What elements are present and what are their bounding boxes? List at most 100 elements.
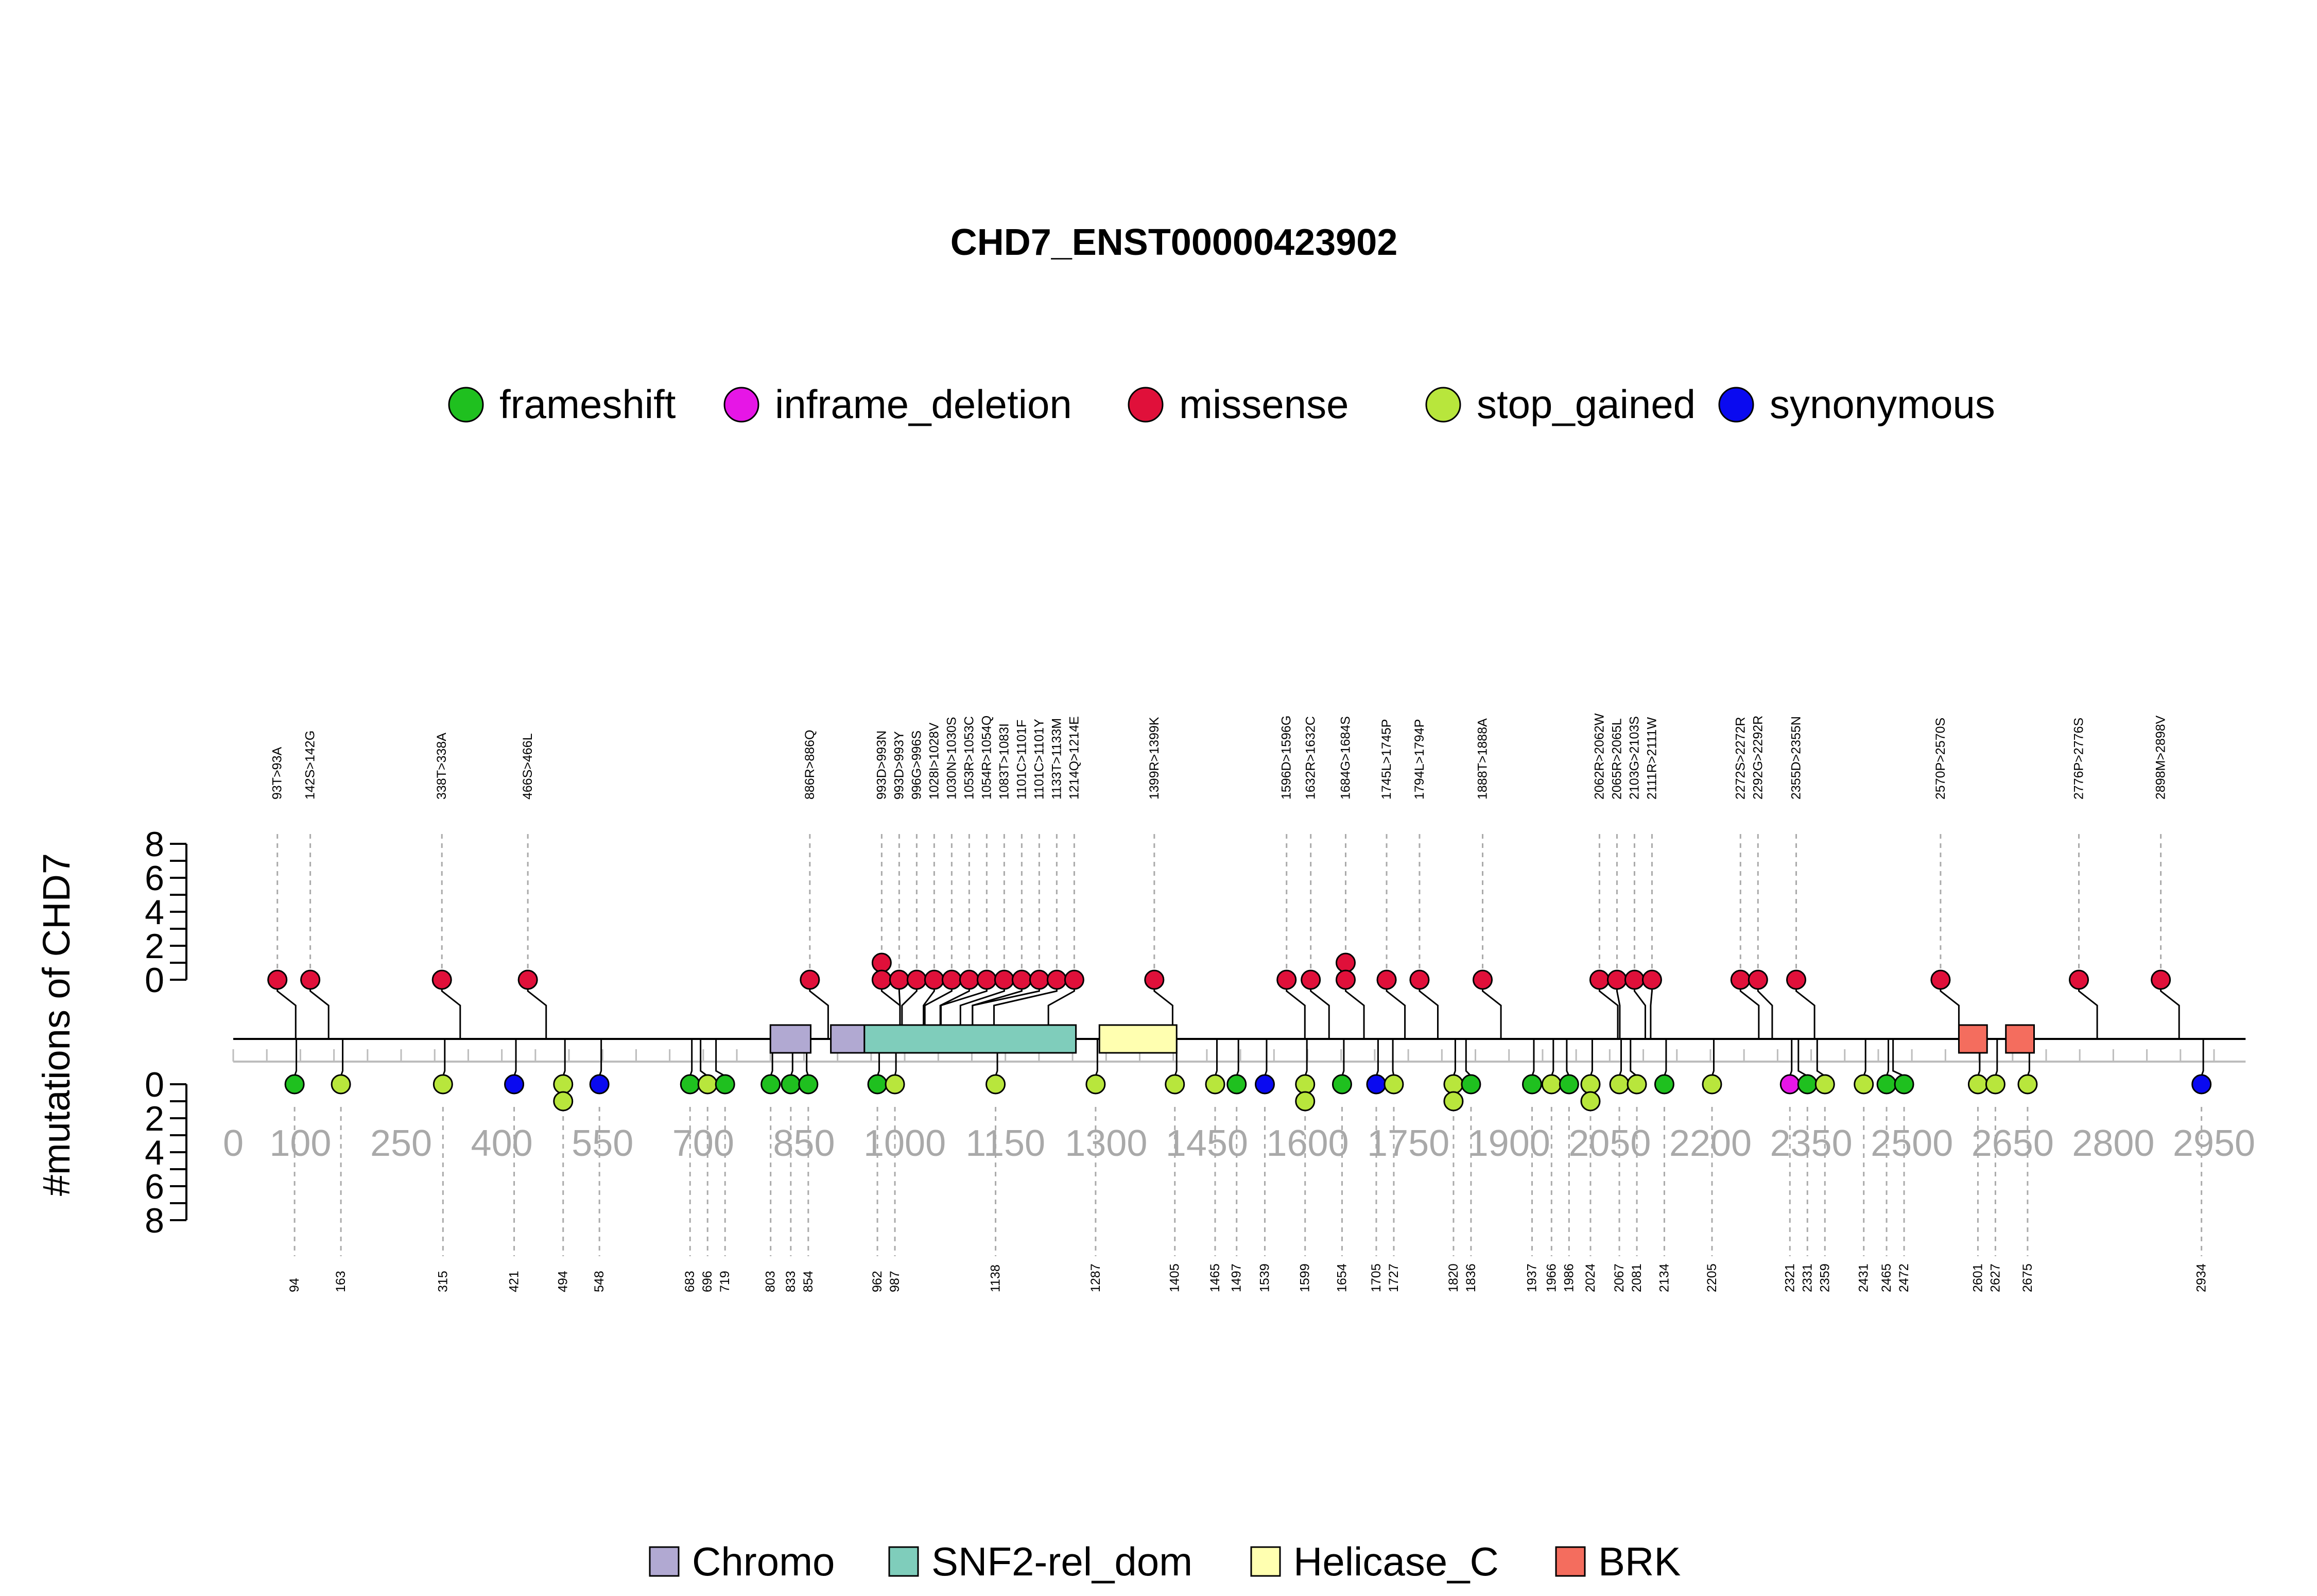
lollipop-stems <box>276 980 2204 1084</box>
position-label: 683 <box>683 1271 697 1292</box>
x-tick-label: 2800 <box>2072 1123 2154 1164</box>
mutation-point-frameshift <box>760 1074 781 1095</box>
mutation-points <box>267 952 2212 1112</box>
mutation-label: 1684G>1684S <box>1338 716 1353 800</box>
mutation-label: 1888T>1888A <box>1476 718 1490 800</box>
mutation-point-stop_gained <box>1967 1074 1988 1095</box>
x-tick-label: 100 <box>269 1123 331 1164</box>
domain-Chromo <box>830 1024 866 1054</box>
y-axis-bottom-tick-label: 6 <box>145 1167 164 1206</box>
mutation-point-frameshift <box>1797 1074 1818 1095</box>
mutation-point-missense <box>1276 969 1297 990</box>
mutation-point-stop_gained <box>2017 1074 2038 1095</box>
mutation-label: 2898M>2898V <box>2154 715 2168 800</box>
mutation-label: 142S>142G <box>303 731 318 800</box>
x-tick-label: 850 <box>773 1123 835 1164</box>
mutation-point-missense <box>431 969 452 990</box>
position-label: 94 <box>287 1278 302 1292</box>
position-label: 2067 <box>1612 1263 1627 1292</box>
mutation-label: 2272S>2272R <box>1733 717 1748 800</box>
mutation-point-missense <box>871 952 892 973</box>
mutation-label: 2103G>2103S <box>1627 716 1641 800</box>
domain-BRK <box>2005 1024 2035 1054</box>
position-label: 1937 <box>1525 1263 1540 1292</box>
mutation-point-stop_gained <box>1165 1074 1185 1095</box>
mutation-label: 1133T>1133M <box>1049 718 1064 800</box>
position-label: 1497 <box>1230 1263 1244 1292</box>
mutation-point-missense <box>800 969 820 990</box>
position-label: 2134 <box>1657 1263 1671 1292</box>
mutation-point-stop_gained <box>885 1074 905 1095</box>
mutation-point-frameshift <box>798 1074 819 1095</box>
legend-label-synonymous: synonymous <box>1770 381 1995 427</box>
mutation-point-missense <box>1786 969 1807 990</box>
mutation-label: 1083T>1083I <box>997 723 1011 800</box>
position-label: 2359 <box>1818 1263 1832 1292</box>
x-tick-label: 1300 <box>1065 1123 1147 1164</box>
mutation-label: 466S>466L <box>521 733 535 800</box>
mutation-point-missense <box>1606 969 1627 990</box>
mutation-point-stop_gained <box>697 1074 718 1095</box>
y-axis-top-tick-label: 0 <box>145 961 164 1000</box>
mutation-point-stop_gained <box>1580 1091 1601 1112</box>
position-label: 1599 <box>1298 1263 1312 1292</box>
mutation-point-missense <box>1144 969 1165 990</box>
y-axis-label: #mutations of CHD7 <box>35 853 78 1196</box>
y-axis-top-tick-label: 8 <box>145 825 164 864</box>
mutation-point-missense <box>1589 969 1610 990</box>
mutation-point-synonymous <box>1366 1074 1387 1095</box>
mutation-point-stop_gained <box>1609 1074 1630 1095</box>
mutation-point-missense <box>267 969 288 990</box>
position-label: 2465 <box>1879 1263 1894 1292</box>
mutation-point-frameshift <box>1461 1074 1481 1095</box>
y-axis-bottom-tick-label: 0 <box>145 1065 164 1104</box>
x-tick-label: 1450 <box>1166 1123 1248 1164</box>
legend-dot-inframe_deletion <box>723 387 759 423</box>
domain-SNF2-rel_dom <box>863 1024 1077 1054</box>
mutation-point-missense <box>2069 969 2089 990</box>
mutation-point-missense <box>871 969 892 990</box>
mutation-point-stop_gained <box>1627 1074 1647 1095</box>
x-tick-label: 2350 <box>1770 1123 1852 1164</box>
position-label: 1405 <box>1168 1263 1182 1292</box>
domain-legend-label-Chromo: Chromo <box>692 1539 835 1584</box>
position-label: 2321 <box>1783 1263 1797 1292</box>
mutation-point-missense <box>1641 969 1662 990</box>
x-tick-label: 400 <box>471 1123 533 1164</box>
position-label: 2934 <box>2194 1263 2209 1292</box>
legend-label-frameshift: frameshift <box>499 381 676 427</box>
mutation-point-stop_gained <box>553 1091 574 1112</box>
mutation-label: 1101C>1101Y <box>1032 719 1046 800</box>
position-label: 833 <box>784 1271 798 1292</box>
position-label: 803 <box>764 1271 778 1292</box>
position-label: 1705 <box>1369 1263 1384 1292</box>
x-tick-label: 1150 <box>965 1123 1045 1164</box>
mutation-point-stop_gained <box>1295 1091 1316 1112</box>
mutation-label: 1596D>1596G <box>1279 716 1294 800</box>
mutation-point-missense <box>941 969 962 990</box>
domain-legend-swatch-SNF2-rel_dom <box>888 1546 919 1577</box>
mutation-point-stop_gained <box>553 1074 574 1095</box>
mutation-label: 2776P>2776S <box>2072 718 2086 800</box>
mutation-point-synonymous <box>589 1074 610 1095</box>
domain-legend-swatch-Chromo <box>649 1546 680 1577</box>
mutation-label: 993D>993N <box>874 731 889 800</box>
mutation-point-frameshift <box>284 1074 305 1095</box>
mutation-label: 1214Q>1214E <box>1067 716 1081 800</box>
position-label: 2331 <box>1800 1263 1814 1292</box>
x-axis: 0 100 250 400 550 700 850 1000 1150 1300 1450 1600 1… <box>223 1049 2255 1164</box>
mutation-point-missense <box>1624 969 1645 990</box>
y-axis-top-tick-label: 2 <box>145 927 164 966</box>
x-tick-label: 2950 <box>2173 1123 2255 1164</box>
mutation-point-synonymous <box>504 1074 525 1095</box>
mutation-point-stop_gained <box>1205 1074 1225 1095</box>
y-axis-bottom-tick-label: 2 <box>145 1099 164 1138</box>
mutation-label: 996G>996S <box>909 731 924 800</box>
mutation-labels: 93T>93A 142S>142G 338T>338A 466S>466L 886R>8… <box>270 713 2209 1292</box>
x-tick-label: 2650 <box>1972 1123 2054 1164</box>
position-label: 2627 <box>1988 1263 2002 1292</box>
position-label: 987 <box>888 1271 902 1292</box>
mutation-point-stop_gained <box>1541 1074 1562 1095</box>
position-label: 2431 <box>1857 1263 1871 1292</box>
mutation-point-missense <box>2151 969 2171 990</box>
